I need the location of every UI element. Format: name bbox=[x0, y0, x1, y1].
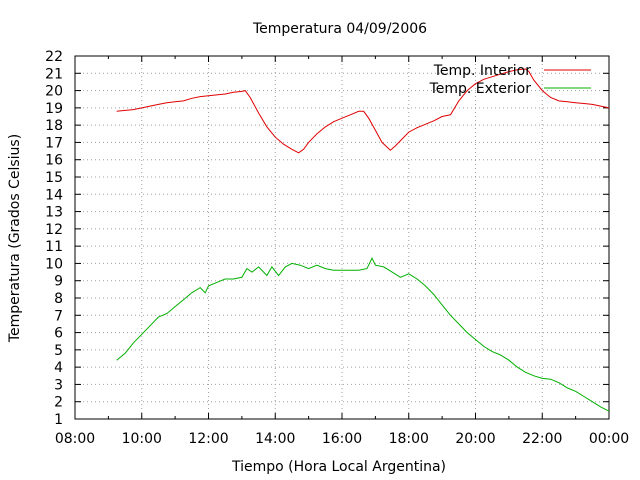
x-tick-labels: 08:00 10:00 12:00 14:00 16:00 18:00 20:00 22:00… bbox=[55, 431, 629, 447]
y-tick-label: 4 bbox=[54, 360, 63, 376]
x-tick-label: 22:00 bbox=[522, 431, 562, 447]
y-tick-label: 15 bbox=[45, 170, 63, 186]
y-axis-label: Temperatura (Grados Celsius) bbox=[7, 134, 23, 343]
y-tick-label: 10 bbox=[45, 256, 63, 272]
y-tick-label: 16 bbox=[45, 153, 63, 169]
y-tick-label: 1 bbox=[54, 412, 63, 428]
y-tick-label: 3 bbox=[54, 377, 63, 393]
series-line-exterior bbox=[116, 257, 610, 412]
x-tick-label: 18:00 bbox=[389, 431, 429, 447]
y-tick-label: 9 bbox=[54, 274, 63, 290]
x-tick-label: 16:00 bbox=[322, 431, 362, 447]
y-tick-label: 5 bbox=[54, 343, 63, 359]
x-tick-label: 00:00 bbox=[589, 431, 629, 447]
chart-title: Temperatura 04/09/2006 bbox=[252, 21, 427, 37]
y-tick-label: 7 bbox=[54, 308, 63, 324]
y-tick-label: 11 bbox=[45, 239, 63, 255]
x-tick-label: 10:00 bbox=[122, 431, 162, 447]
y-tick-label: 21 bbox=[45, 66, 63, 82]
plot-frame bbox=[74, 55, 610, 420]
y-tick-label: 12 bbox=[45, 222, 63, 238]
series-line-interior bbox=[116, 68, 610, 154]
x-tick-label: 12:00 bbox=[188, 431, 228, 447]
x-tick-label: 14:00 bbox=[255, 431, 295, 447]
y-tick-label: 22 bbox=[45, 49, 63, 65]
y-tick-label: 20 bbox=[45, 84, 63, 100]
x-axis-label: Tiempo (Hora Local Argentina) bbox=[231, 459, 446, 475]
y-tick-label: 14 bbox=[45, 187, 63, 203]
y-tick-label: 6 bbox=[54, 326, 63, 342]
x-tick-label: 20:00 bbox=[455, 431, 495, 447]
legend-label-interior: Temp. Interior bbox=[433, 63, 532, 79]
y-tick-label: 17 bbox=[45, 135, 63, 151]
y-tick-label: 19 bbox=[45, 101, 63, 117]
legend: Temp. Interior Temp. Exterior bbox=[429, 63, 591, 97]
grid-lines bbox=[75, 56, 609, 419]
y-tick-label: 2 bbox=[54, 395, 63, 411]
y-tick-label: 8 bbox=[54, 291, 63, 307]
x-tick-label: 08:00 bbox=[55, 431, 95, 447]
legend-label-exterior: Temp. Exterior bbox=[429, 81, 532, 97]
series-lines bbox=[116, 68, 610, 412]
y-tick-label: 18 bbox=[45, 118, 63, 134]
y-tick-label: 13 bbox=[45, 205, 63, 221]
